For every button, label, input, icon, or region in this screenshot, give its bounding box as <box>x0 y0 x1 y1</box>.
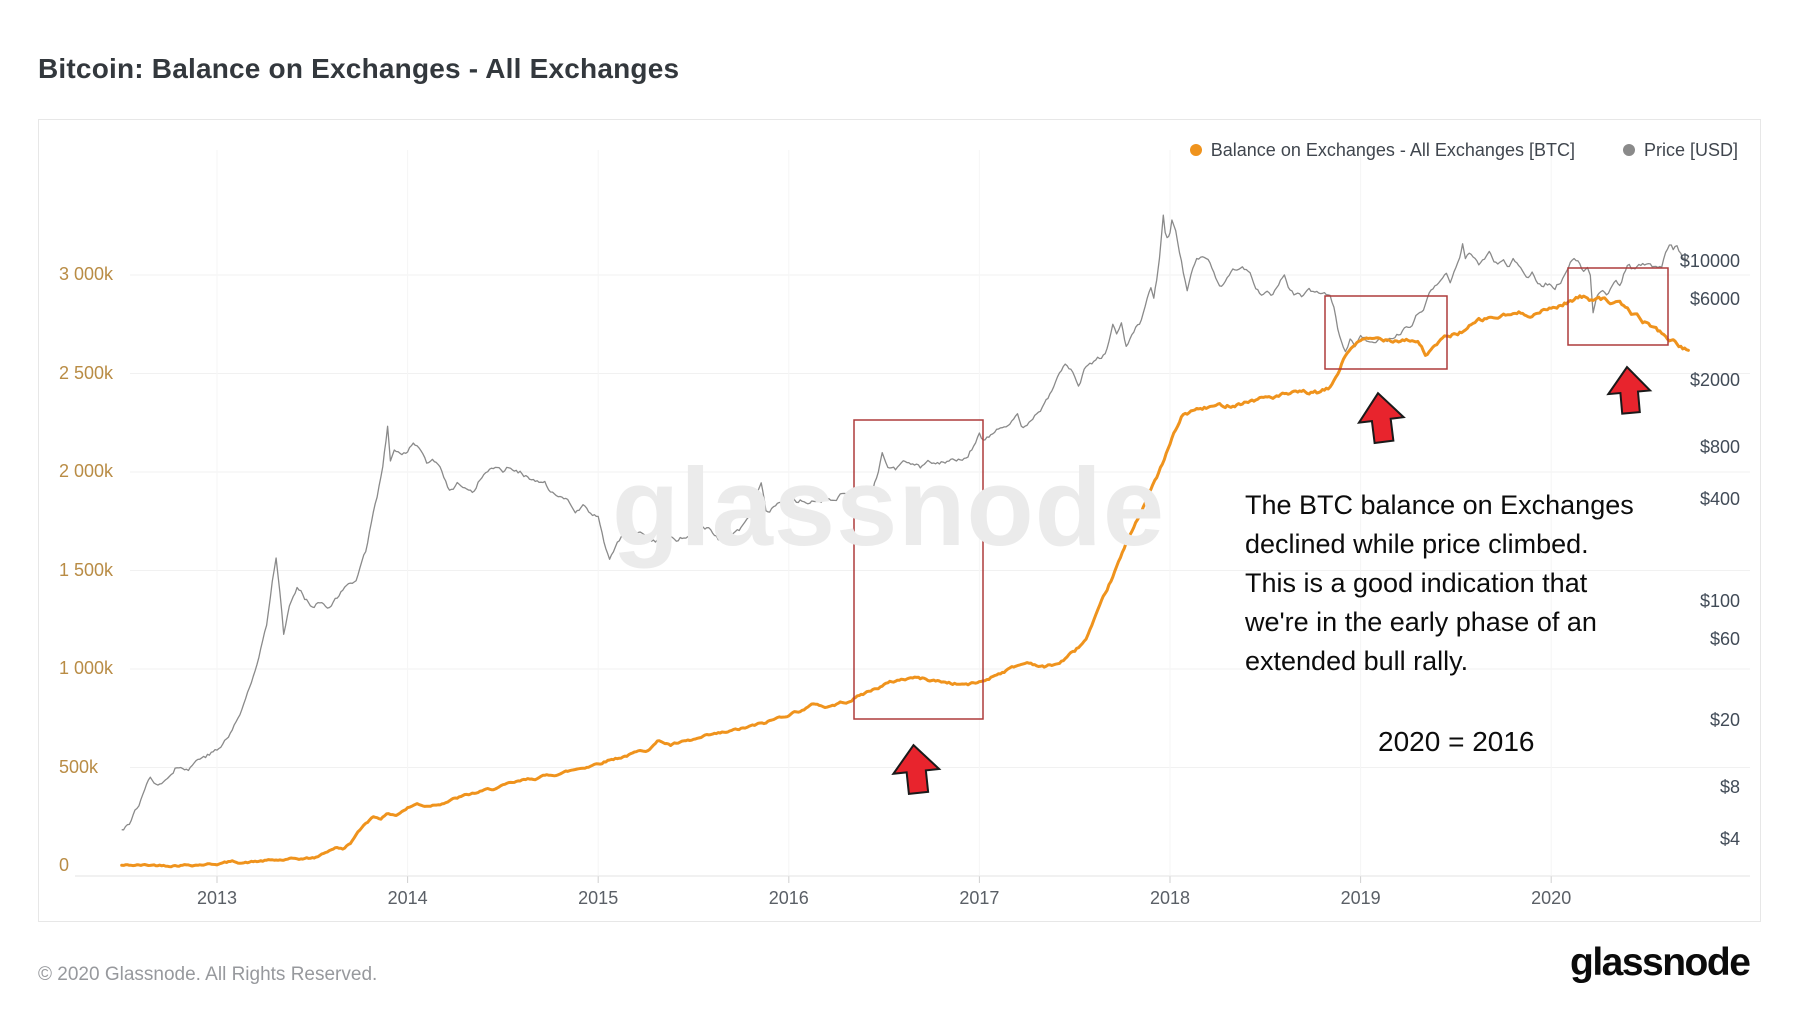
y-left-tick-3000: 3 000k <box>59 264 114 284</box>
annotation-text: The BTC balance on Exchanges declined wh… <box>1245 490 1634 676</box>
y-left-tick-1000: 1 000k <box>59 658 114 678</box>
page-title: Bitcoin: Balance on Exchanges - All Exch… <box>38 53 680 84</box>
y-right-tick-60: $60 <box>1709 628 1740 649</box>
y-right-tick-6000: $6000 <box>1689 288 1740 309</box>
x-tick-2017: 2017 <box>959 888 1000 908</box>
y-right-tick-2000: $2000 <box>1689 369 1740 390</box>
y-right-tick-4: $4 <box>1719 828 1740 849</box>
footer-copyright: © 2020 Glassnode. All Rights Reserved. <box>38 964 378 985</box>
y-left-tick-500: 500k <box>59 756 99 777</box>
annotation-equation: 2020 = 2016 <box>1378 726 1535 757</box>
y-right-tick-400: $400 <box>1699 488 1740 509</box>
y-left-tick-0: 0 <box>59 855 70 875</box>
price-series-dot-icon <box>1622 144 1635 156</box>
y-right-tick-10000: $10000 <box>1679 251 1740 271</box>
x-tick-2019: 2019 <box>1340 888 1381 908</box>
legend-item-price[interactable]: Price [USD] <box>1622 139 1738 161</box>
brand-logo: glassnode <box>1570 941 1751 984</box>
y-left-tick-2500: 2 500k <box>59 362 114 383</box>
y-right-tick-800: $800 <box>1699 437 1740 458</box>
x-tick-2018: 2018 <box>1149 888 1191 908</box>
y-right-tick-20: $20 <box>1709 709 1740 730</box>
watermark: glassnode <box>612 446 1166 569</box>
x-tick-2020: 2020 <box>1531 888 1572 908</box>
y-left-tick-1500: 1 500k <box>59 559 114 580</box>
y-left-tick-2000: 2 000k <box>59 461 114 481</box>
legend-label-price: Price [USD] <box>1643 139 1738 160</box>
x-tick-2014: 2014 <box>387 888 428 908</box>
x-tick-2013: 2013 <box>196 888 238 908</box>
x-tick-2015: 2015 <box>578 888 619 908</box>
y-right-tick-8: $8 <box>1719 777 1740 798</box>
legend: Balance on Exchanges - All Exchanges [BT… <box>1189 139 1738 161</box>
y-right-tick-100: $100 <box>1699 591 1740 611</box>
x-tick-2016: 2016 <box>768 888 809 908</box>
balance-series-dot-icon <box>1189 144 1202 156</box>
legend-item-balance[interactable]: Balance on Exchanges - All Exchanges [BT… <box>1189 139 1575 161</box>
legend-label-balance: Balance on Exchanges - All Exchanges [BT… <box>1210 139 1575 160</box>
